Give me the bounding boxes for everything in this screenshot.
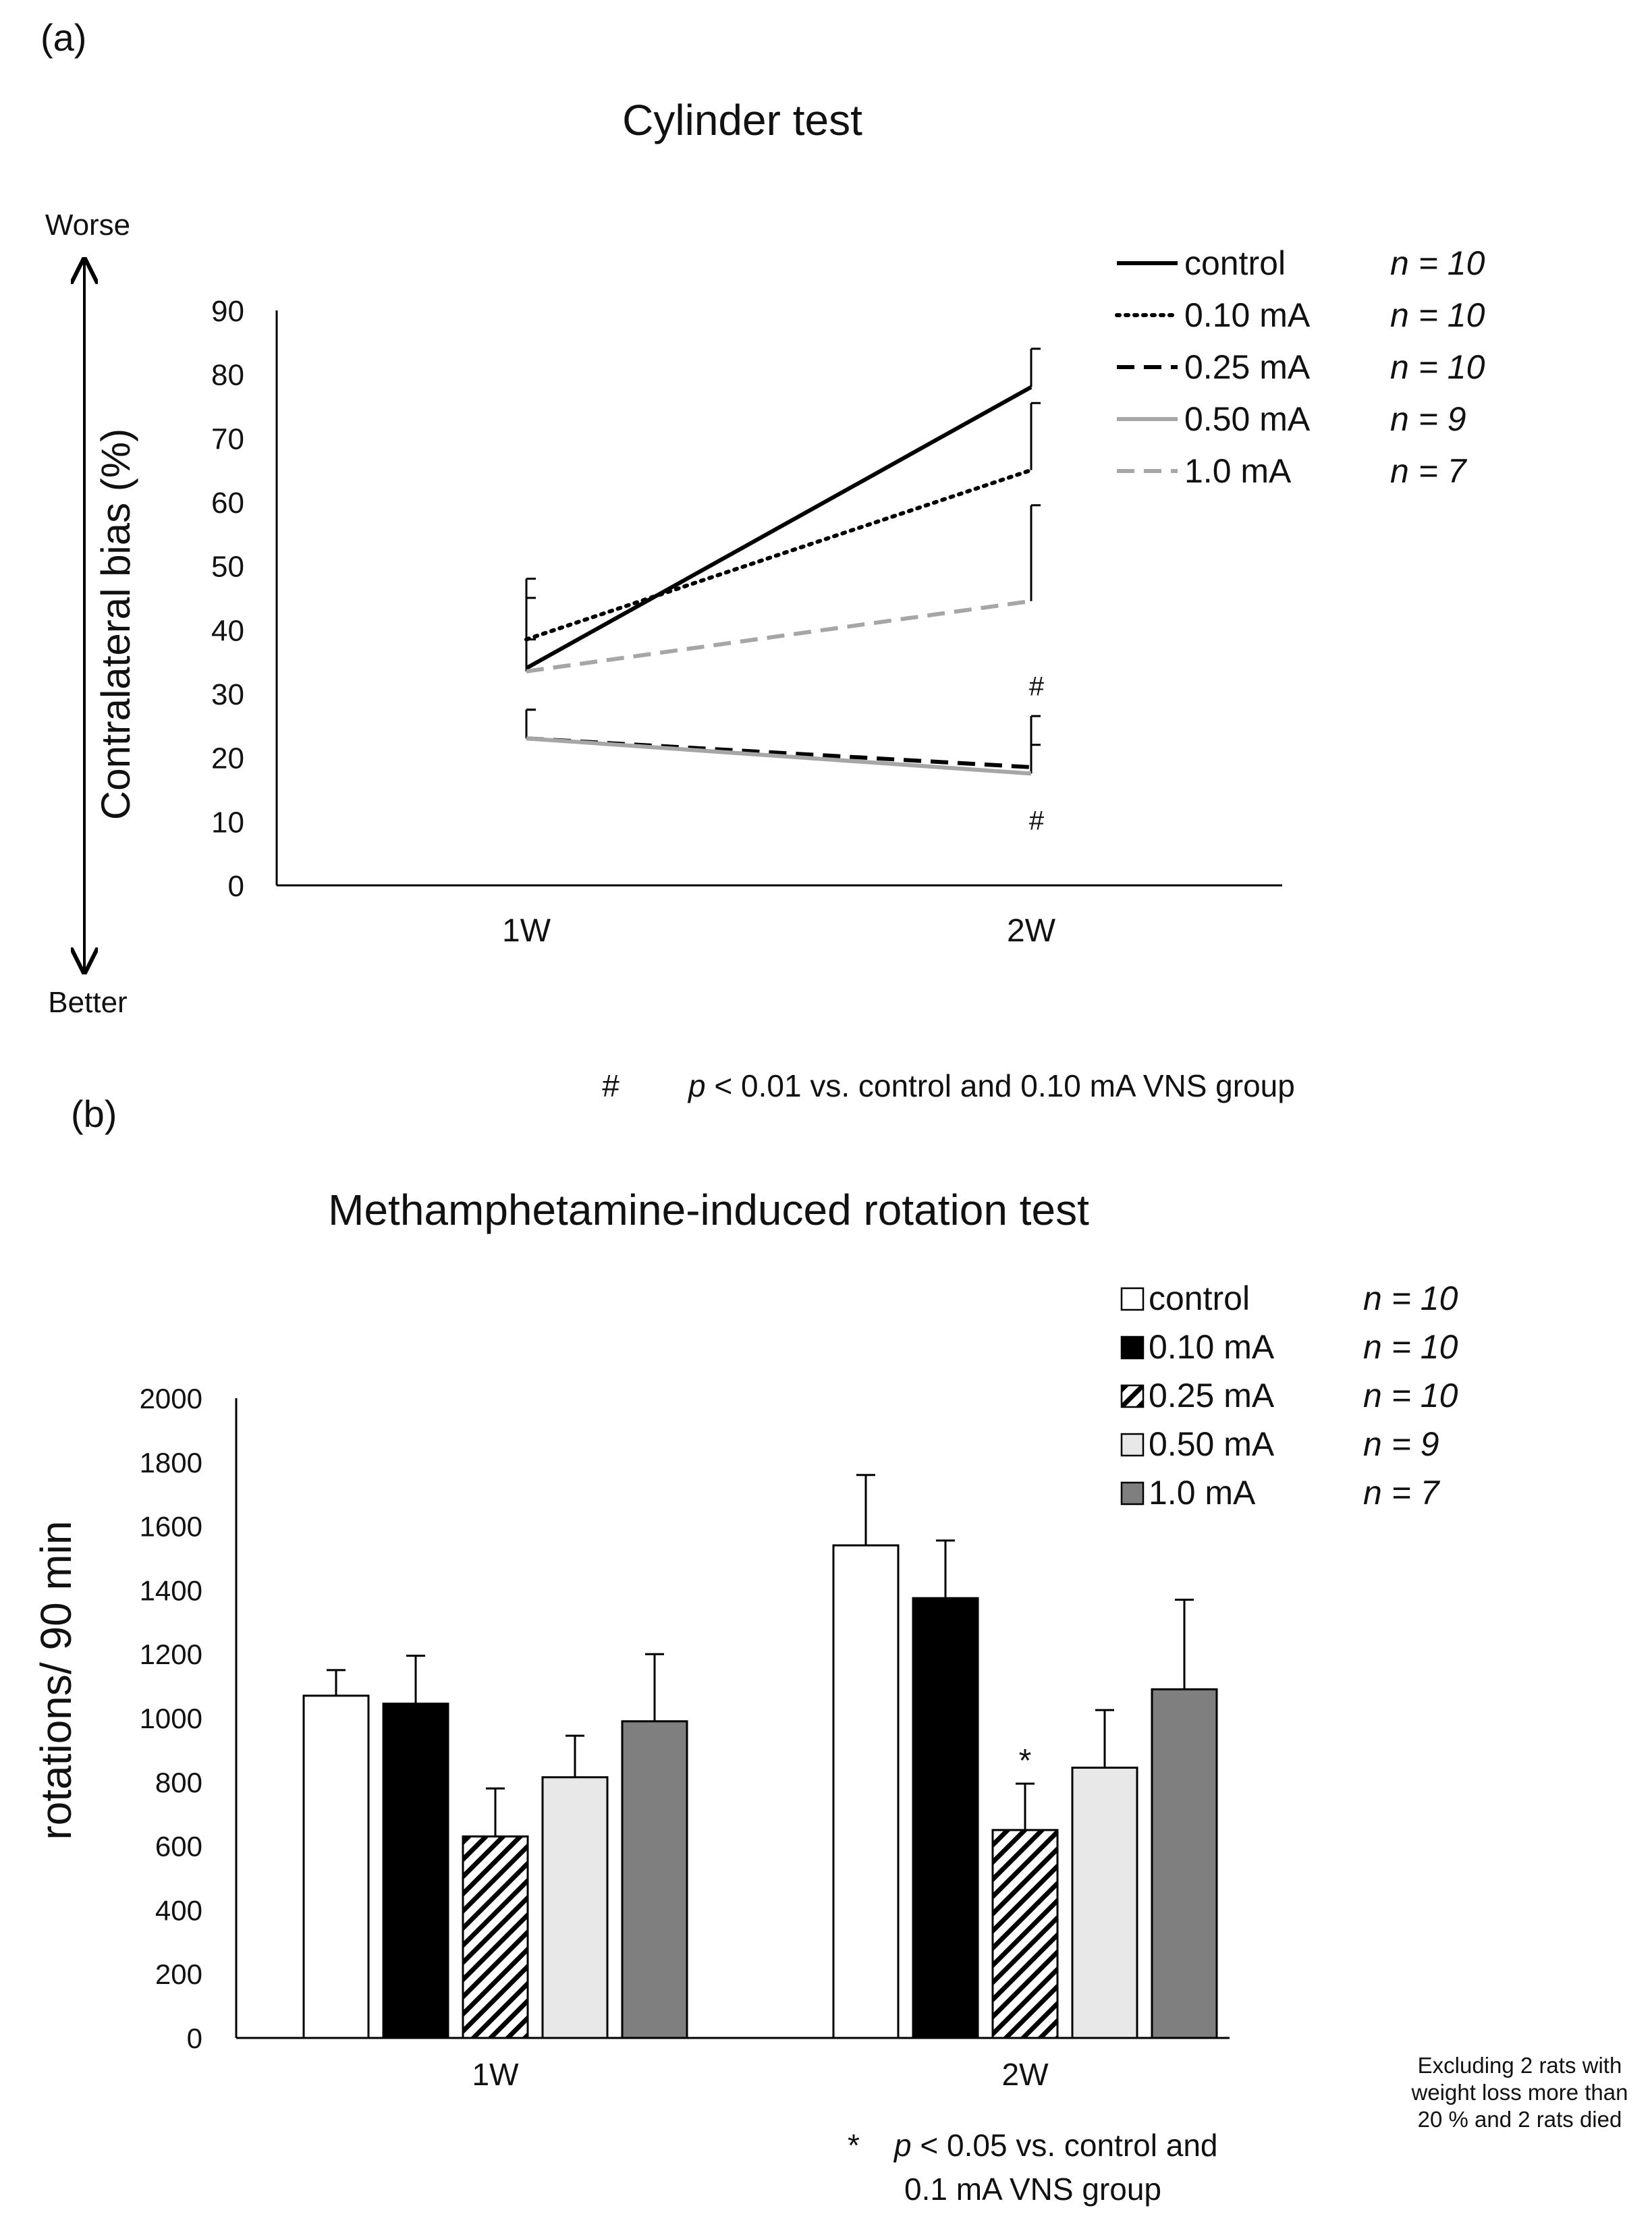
series-line-1-0-ma bbox=[526, 599, 1032, 673]
y-tick-label: 1200 bbox=[140, 1638, 202, 1670]
panel-b-footnote-p: p bbox=[893, 2128, 912, 2163]
legend-label: 0.50 mA bbox=[1184, 400, 1311, 438]
y-tick-label: 0 bbox=[187, 2022, 202, 2054]
y-tick-label: 90 bbox=[211, 295, 244, 328]
legend-label: control bbox=[1149, 1279, 1250, 1317]
side-note-line3: 20 % and 2 rats died bbox=[1418, 2107, 1622, 2132]
y-tick-label: 400 bbox=[155, 1894, 202, 1926]
significance-mark: # bbox=[1029, 806, 1045, 835]
y-tick-label: 20 bbox=[211, 742, 244, 775]
x-tick-label: 2W bbox=[1007, 913, 1056, 949]
legend-label: 0.10 mA bbox=[1149, 1328, 1275, 1366]
chart-b-bars bbox=[302, 1474, 1218, 2039]
y-tick-label: 40 bbox=[211, 614, 244, 647]
bar-0-25-ma bbox=[991, 1829, 1059, 2039]
legend-n: n = 9 bbox=[1390, 400, 1466, 438]
legend-n: n = 10 bbox=[1390, 244, 1485, 282]
panel-a-footnote-mark: # bbox=[602, 1068, 620, 1103]
legend-n: n = 10 bbox=[1363, 1279, 1458, 1317]
y-tick-label: 60 bbox=[211, 487, 244, 520]
legend-swatch bbox=[1120, 1481, 1145, 1506]
bar-control bbox=[832, 1544, 900, 2039]
bar-0-10-ma bbox=[912, 1597, 979, 2039]
bar-1-0-ma bbox=[1151, 1688, 1218, 2039]
legend-swatch bbox=[1120, 1287, 1145, 1311]
side-note-line2: weight loss more than bbox=[1411, 2080, 1628, 2105]
panel-b-footnote-line2: 0.1 mA VNS group bbox=[904, 2172, 1161, 2207]
legend-label: 1.0 mA bbox=[1184, 452, 1292, 490]
panel-b-footnote-text: < 0.05 vs. control and bbox=[912, 2128, 1218, 2163]
bar-0-50-ma bbox=[1071, 1766, 1138, 2039]
y-tick-label: 1400 bbox=[140, 1574, 202, 1606]
y-tick-label: 70 bbox=[211, 422, 244, 456]
bar-0-10-ma bbox=[382, 1703, 449, 2039]
chart-b-legend: control n = 10 0.10 mA n = 10 0.25 mA n = 10 0… bbox=[1120, 1279, 1458, 1512]
panel-b-footnote-line1: p < 0.05 vs. control and bbox=[893, 2128, 1217, 2163]
worse-label: Worse bbox=[45, 209, 130, 242]
legend-label: control bbox=[1184, 244, 1286, 282]
significance-mark: * bbox=[1019, 1743, 1032, 1779]
chart-b-significance: * bbox=[1019, 1743, 1032, 1779]
chart-a-series bbox=[524, 385, 1033, 776]
panel-a-footnote: p < 0.01 vs. control and 0.10 mA VNS gro… bbox=[687, 1068, 1295, 1103]
y-tick-label: 200 bbox=[155, 1958, 202, 1990]
legend-swatch bbox=[1120, 1335, 1145, 1360]
legend-n: n = 7 bbox=[1390, 452, 1468, 490]
x-tick-label: 1W bbox=[502, 913, 551, 949]
chart-a-error-bars bbox=[525, 348, 1041, 774]
y-tick-label: 800 bbox=[155, 1767, 202, 1798]
legend-n: n = 10 bbox=[1390, 296, 1485, 334]
bar-control bbox=[302, 1694, 370, 2039]
legend-label: 0.25 mA bbox=[1149, 1377, 1275, 1414]
bar-0-50-ma bbox=[541, 1776, 609, 2039]
chart-a-title: Cylinder test bbox=[622, 96, 862, 144]
legend-n: n = 7 bbox=[1363, 1474, 1441, 1512]
legend-n: n = 9 bbox=[1363, 1425, 1439, 1463]
y-tick-label: 80 bbox=[211, 359, 244, 392]
panel-b-label: (b) bbox=[71, 1093, 117, 1135]
y-tick-label: 1000 bbox=[140, 1703, 202, 1734]
series-line-0-50-ma bbox=[526, 736, 1032, 776]
panel-a-footnote-text: < 0.01 vs. control and 0.10 mA VNS group bbox=[706, 1068, 1295, 1103]
y-tick-label: 30 bbox=[211, 678, 244, 711]
panel-b-footnote-mark: * bbox=[848, 2128, 860, 2163]
better-label: Better bbox=[48, 986, 127, 1019]
legend-swatch bbox=[1120, 1433, 1145, 1457]
chart-a-legend: control n = 10 0.10 mA n = 10 0.25 mA n = 10 0… bbox=[1115, 244, 1485, 490]
legend-label: 1.0 mA bbox=[1149, 1474, 1256, 1512]
y-tick-label: 10 bbox=[211, 806, 244, 839]
panel-a-label: (a) bbox=[40, 16, 86, 59]
bar-1-0-ma bbox=[621, 1720, 688, 2039]
y-tick-label: 600 bbox=[155, 1831, 202, 1863]
significance-mark: # bbox=[1029, 672, 1045, 702]
chart-b-x-axis: 1W 2W bbox=[472, 2057, 1049, 2092]
y-tick-label: 1800 bbox=[140, 1447, 202, 1479]
y-tick-label: 2000 bbox=[140, 1383, 202, 1414]
x-tick-label: 2W bbox=[1002, 2057, 1049, 2092]
chart-b-ylabel: rotations/ 90 min bbox=[32, 1520, 80, 1840]
x-tick-label: 1W bbox=[472, 2057, 520, 2092]
y-tick-label: 50 bbox=[211, 551, 244, 584]
bar-0-25-ma bbox=[462, 1835, 529, 2039]
chart-b-y-axis: 0 200 400 600 800 1000 1200 1400 1600 1800 2000 bbox=[140, 1383, 202, 2054]
chart-a-ylabel: Contralateral bias (%) bbox=[93, 429, 138, 820]
legend-label: 0.25 mA bbox=[1184, 348, 1311, 386]
legend-label: 0.50 mA bbox=[1149, 1425, 1275, 1463]
series-line-0-10-ma bbox=[524, 468, 1033, 642]
y-tick-label: 0 bbox=[228, 870, 244, 903]
y-tick-label: 1600 bbox=[140, 1511, 202, 1543]
legend-n: n = 10 bbox=[1390, 348, 1485, 386]
side-note-line1: Excluding 2 rats with bbox=[1418, 2053, 1622, 2078]
chart-a-x-axis: 1W 2W bbox=[502, 913, 1056, 949]
legend-label: 0.10 mA bbox=[1184, 296, 1311, 334]
series-line-control bbox=[525, 385, 1032, 670]
legend-n: n = 10 bbox=[1363, 1377, 1458, 1414]
legend-n: n = 10 bbox=[1363, 1328, 1458, 1366]
chart-a-y-axis: 0 10 20 30 40 50 60 70 80 90 bbox=[211, 295, 244, 903]
chart-b-title: Methamphetamine-induced rotation test bbox=[328, 1186, 1089, 1234]
chart-a-significance: ## bbox=[1029, 672, 1045, 836]
panel-a-footnote-p: p bbox=[687, 1068, 706, 1103]
legend-swatch bbox=[1120, 1384, 1145, 1408]
